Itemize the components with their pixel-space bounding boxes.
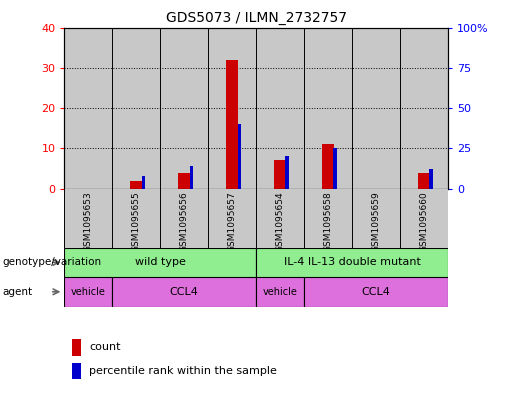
Bar [322,144,334,189]
Bar [64,277,112,307]
Text: CCL4: CCL4 [362,287,390,297]
Bar [130,180,142,189]
Text: percentile rank within the sample: percentile rank within the sample [89,366,277,376]
Bar [400,28,448,189]
Bar [208,28,256,189]
Text: GSM1095653: GSM1095653 [84,191,93,252]
Bar [256,277,304,307]
Bar [304,28,352,189]
Bar [352,28,400,189]
Bar [208,189,256,248]
Bar [418,173,430,189]
Bar [64,189,112,248]
Bar [178,173,190,189]
Bar [256,189,304,248]
Bar [304,277,448,307]
Text: GSM1095660: GSM1095660 [420,191,428,252]
Bar [400,189,448,248]
Bar [64,28,112,189]
Bar [112,28,160,189]
Bar [160,189,208,248]
Bar [72,339,81,356]
Bar [112,189,160,248]
Bar [190,166,194,189]
Text: GSM1095655: GSM1095655 [132,191,141,252]
Bar [285,156,289,189]
Bar [160,28,208,189]
Bar [72,363,81,379]
Bar [333,148,337,189]
Bar [237,124,242,189]
Text: vehicle: vehicle [71,287,106,297]
Text: count: count [89,342,121,353]
Text: GSM1095658: GSM1095658 [323,191,333,252]
Bar [256,248,448,277]
Bar [226,60,238,189]
Bar [142,176,145,189]
Text: GSM1095657: GSM1095657 [228,191,237,252]
Text: GSM1095659: GSM1095659 [372,191,381,252]
Bar [274,160,286,189]
Bar [430,169,433,189]
Bar [352,189,400,248]
Title: GDS5073 / ILMN_2732757: GDS5073 / ILMN_2732757 [166,11,347,25]
Text: GSM1095654: GSM1095654 [276,191,285,252]
Text: wild type: wild type [135,257,186,267]
Text: agent: agent [3,287,32,297]
Text: IL-4 IL-13 double mutant: IL-4 IL-13 double mutant [284,257,421,267]
Bar [64,248,256,277]
Text: CCL4: CCL4 [170,287,199,297]
Text: vehicle: vehicle [263,287,298,297]
Bar [304,189,352,248]
Bar [112,277,256,307]
Bar [256,28,304,189]
Text: genotype/variation: genotype/variation [3,257,101,267]
Text: GSM1095656: GSM1095656 [180,191,189,252]
